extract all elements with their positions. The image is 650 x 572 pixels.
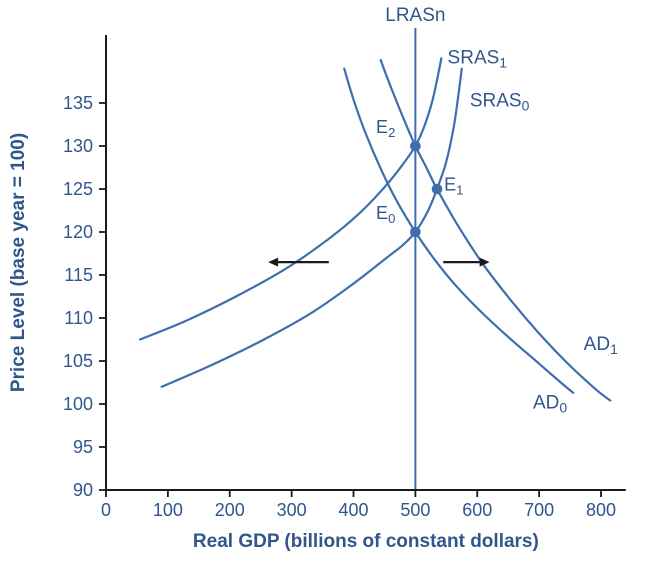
axes: [105, 35, 626, 491]
equilibrium-point-E2: [410, 140, 421, 152]
curve-SRAS0: [160, 67, 463, 388]
curve-AD1: [379, 58, 612, 402]
curve-SRAS1: [138, 57, 443, 341]
y-tick-label: 110: [64, 308, 93, 328]
label-E1: E1: [444, 175, 463, 198]
y-tick-label: 100: [63, 394, 93, 414]
y-tick-label: 115: [64, 265, 93, 285]
x-tick-label: 500: [400, 500, 430, 520]
y-tick-label: 95: [73, 437, 93, 457]
x-tick-label: 100: [153, 500, 183, 520]
label-SRAS1: SRAS1: [448, 47, 508, 70]
curve-AD0: [343, 67, 575, 394]
y-tick-label: 90: [73, 480, 93, 500]
label-E2: E2: [376, 117, 395, 140]
y-tick-label: 105: [63, 351, 93, 371]
y-tick-label: 125: [63, 179, 93, 199]
ad-shift-arrow-head: [479, 257, 490, 267]
equilibrium-point-E1: [431, 183, 443, 195]
x-tick-label: 300: [277, 500, 307, 520]
label-AD0: AD0: [533, 392, 567, 415]
x-tick-label: 700: [524, 500, 554, 520]
x-tick-label: 0: [101, 500, 111, 520]
x-axis-label: Real GDP (billions of constant dollars): [193, 531, 539, 552]
y-tick-label: 120: [63, 222, 93, 242]
sras-shift-arrow-head: [268, 257, 279, 267]
label-E0: E0: [376, 203, 395, 226]
y-tick-label: 135: [63, 93, 93, 113]
x-tick-label: 800: [586, 500, 616, 520]
x-tick-label: 400: [338, 500, 368, 520]
label-LRASn: LRASn: [385, 5, 445, 26]
y-tick-label: 130: [63, 136, 93, 156]
label-AD1: AD1: [584, 334, 618, 357]
label-SRAS0: SRAS0: [470, 90, 530, 113]
x-tick-label: 200: [215, 500, 245, 520]
x-tick-label: 600: [462, 500, 492, 520]
y-axis-label: Price Level (base year = 100): [8, 133, 29, 392]
equilibrium-point-E0: [410, 226, 421, 238]
